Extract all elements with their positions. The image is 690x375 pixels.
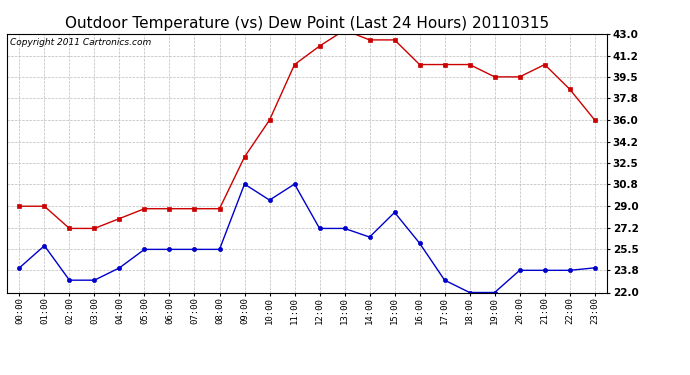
Title: Outdoor Temperature (vs) Dew Point (Last 24 Hours) 20110315: Outdoor Temperature (vs) Dew Point (Last… xyxy=(65,16,549,31)
Text: Copyright 2011 Cartronics.com: Copyright 2011 Cartronics.com xyxy=(10,38,151,46)
